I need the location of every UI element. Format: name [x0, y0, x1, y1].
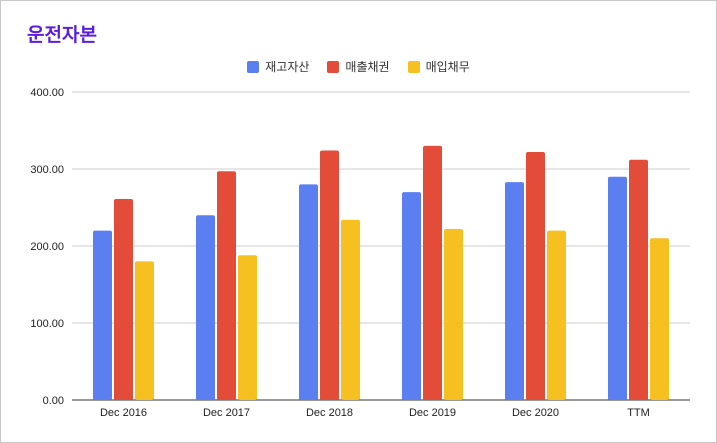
- legend-swatch-series-0: [247, 60, 260, 73]
- x-tick-label: Dec 2018: [306, 407, 353, 419]
- bar-5-2: [650, 238, 669, 400]
- bar-1-0: [196, 215, 215, 400]
- bar-5-0: [608, 176, 627, 400]
- x-tick-label: TTM: [627, 407, 650, 419]
- bar-2-1: [320, 150, 339, 400]
- bar-4-0: [505, 182, 524, 400]
- legend-swatch-series-1: [327, 60, 340, 73]
- x-tick-label: Dec 2019: [409, 407, 456, 419]
- x-tick-label: Dec 2016: [100, 407, 147, 419]
- legend-label-series-0: 재고자산: [265, 60, 310, 74]
- bar-4-1: [526, 152, 545, 400]
- legend-label-series-2: 매입채무: [425, 60, 470, 74]
- y-tick-label: 0.00: [43, 395, 64, 407]
- bar-0-1: [114, 199, 133, 400]
- legend-label-series-1: 매출채권: [345, 60, 390, 74]
- bar-5-1: [629, 159, 648, 400]
- x-tick-label: Dec 2017: [203, 407, 250, 419]
- bar-4-2: [547, 230, 566, 400]
- bar-3-2: [444, 229, 463, 400]
- bar-2-2: [341, 219, 360, 400]
- y-tick-label: 400.00: [30, 87, 64, 99]
- y-tick-label: 100.00: [30, 318, 64, 330]
- y-tick-label: 200.00: [30, 241, 64, 253]
- bar-3-1: [423, 145, 442, 400]
- chart-title: 운전자본: [27, 24, 97, 46]
- legend-item-series-0[interactable]: 재고자산: [247, 58, 309, 75]
- legend-item-series-1[interactable]: 매출채권: [327, 58, 390, 75]
- bar-3-0: [402, 192, 421, 400]
- legend-item-series-2[interactable]: 매입채무: [407, 58, 470, 75]
- chart-legend: 재고자산 매출채권 매입채무: [0, 58, 717, 75]
- bar-0-2: [135, 261, 154, 400]
- legend-swatch-series-2: [407, 60, 420, 73]
- bar-1-1: [217, 171, 236, 400]
- bar-2-0: [299, 184, 318, 400]
- bar-0-0: [93, 230, 112, 400]
- x-tick-label: Dec 2020: [512, 407, 559, 419]
- y-tick-label: 300.00: [30, 164, 64, 176]
- bar-1-2: [238, 255, 257, 400]
